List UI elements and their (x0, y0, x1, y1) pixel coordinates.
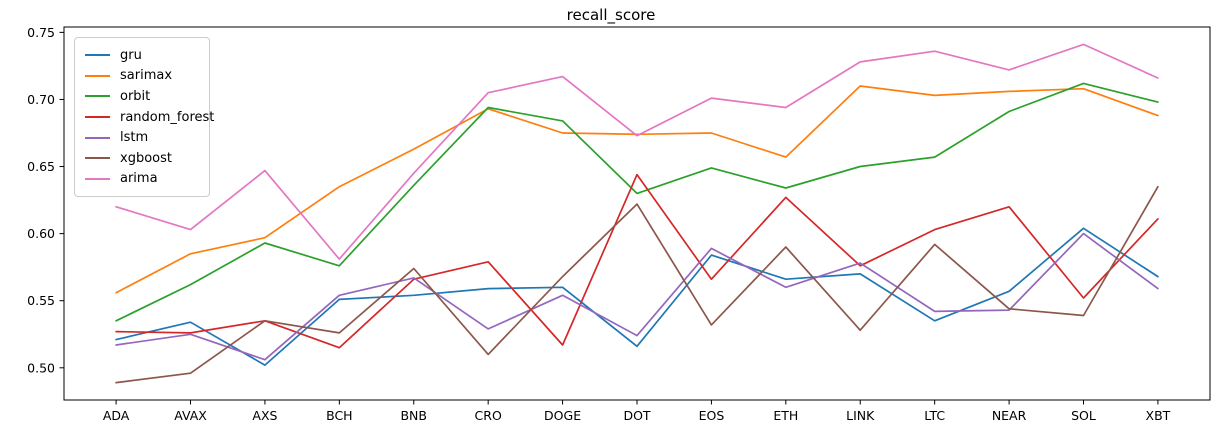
x-tick-label: CRO (475, 408, 502, 423)
legend-label: gru (120, 47, 142, 63)
series-line-lstm (115, 232, 1159, 361)
legend-item-arima: arima (85, 169, 199, 190)
legend-swatch-gru (85, 54, 110, 57)
x-tick-label: ETH (773, 408, 798, 423)
x-tick-label: SOL (1071, 408, 1096, 423)
x-tick-label: ADA (103, 408, 130, 423)
legend-label: arima (120, 171, 158, 187)
x-tick-label: AXS (252, 408, 277, 423)
chart-title: recall_score (566, 6, 656, 24)
series-line-xgboost (115, 185, 1159, 384)
y-tick-label: 0.50 (27, 360, 55, 375)
legend-label: xgboost (120, 150, 172, 166)
x-tick-label: AVAX (174, 408, 207, 423)
legend-swatch-sarimax (85, 74, 110, 77)
legend-item-sarimax: sarimax (85, 66, 199, 87)
legend-swatch-random_forest (85, 116, 110, 119)
series-line-gru (115, 227, 1159, 366)
x-tick-label: EOS (699, 408, 725, 423)
y-tick-label: 0.65 (27, 159, 55, 174)
y-tick-label: 0.55 (27, 293, 55, 308)
y-tick-label: 0.60 (27, 226, 55, 241)
y-tick-label: 0.70 (27, 92, 55, 107)
legend-item-random_forest: random_forest (85, 107, 214, 128)
legend-swatch-xgboost (85, 157, 110, 160)
legend-item-lstm: lstm (85, 127, 199, 148)
legend-swatch-orbit (85, 95, 110, 98)
legend-label: lstm (120, 130, 149, 146)
legend-item-gru: gru (85, 45, 199, 66)
legend-swatch-arima (85, 177, 110, 180)
series-line-arima (115, 43, 1159, 260)
legend-swatch-lstm (85, 136, 110, 139)
x-tick-label: LINK (846, 408, 875, 423)
legend-label: orbit (120, 88, 151, 104)
x-tick-label: BNB (400, 408, 427, 423)
legend-label: random_forest (120, 109, 215, 125)
series-line-sarimax (115, 85, 1159, 294)
series-line-orbit (115, 82, 1159, 322)
plot-frame (63, 26, 1211, 401)
x-tick-label: LTC (924, 408, 945, 423)
y-tick-label: 0.75 (27, 25, 55, 40)
x-tick-label: DOGE (544, 408, 581, 423)
series-line-random_forest (115, 173, 1159, 349)
legend-label: sarimax (120, 68, 173, 84)
x-tick-label: DOT (623, 408, 650, 423)
legend-item-orbit: orbit (85, 86, 199, 107)
x-tick-label: NEAR (992, 408, 1027, 423)
x-tick-label: BCH (326, 408, 352, 423)
x-tick-label: XBT (1146, 408, 1171, 423)
legend-item-xgboost: xgboost (85, 148, 199, 169)
